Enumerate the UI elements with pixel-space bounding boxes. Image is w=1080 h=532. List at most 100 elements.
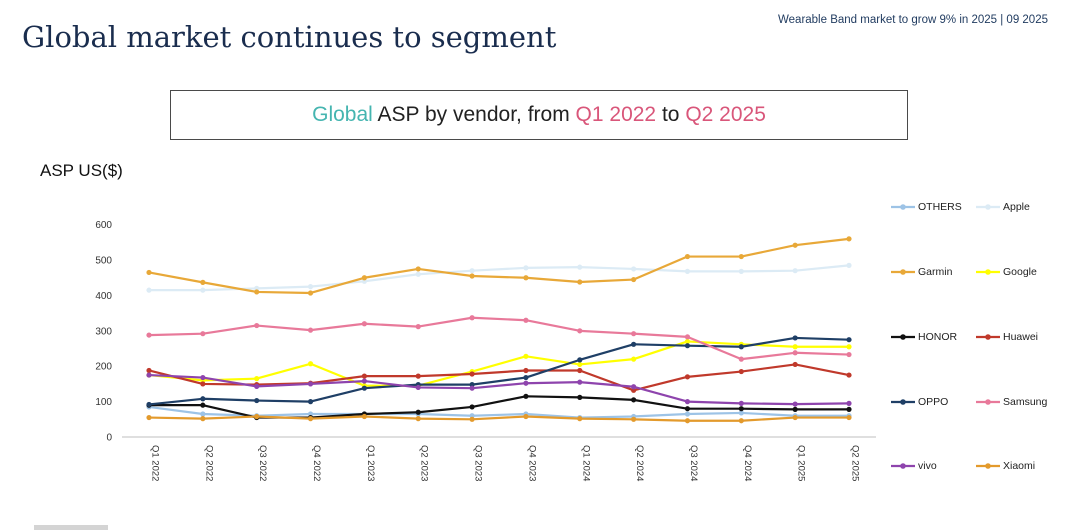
- data-point-google: [684, 338, 691, 345]
- data-point-apple: [200, 287, 206, 293]
- report-subtitle: Wearable Band market to grow 9% in 2025 …: [778, 14, 1048, 26]
- data-point-apple: [631, 266, 637, 272]
- x-tick-label: Q3 2023: [473, 445, 484, 481]
- legend-swatch: [976, 399, 1000, 405]
- data-point-vivo: [577, 379, 583, 385]
- legend-item-others: OTHERS: [890, 200, 962, 214]
- data-point-samsung: [846, 351, 852, 358]
- legend-label: Garmin: [918, 266, 953, 278]
- legend-item-huawei: Huawei: [975, 330, 1038, 344]
- chart-title-part: to: [656, 103, 686, 126]
- data-point-xiaomi: [684, 418, 691, 424]
- data-point-honor: [469, 404, 475, 410]
- data-point-apple: [469, 268, 475, 274]
- legend-label: OTHERS: [918, 201, 962, 213]
- data-point-garmin: [307, 290, 314, 296]
- data-point-garmin: [146, 269, 152, 276]
- legend-swatch: [891, 399, 915, 405]
- series-line-samsung: [148, 316, 850, 361]
- legend-label: vivo: [918, 460, 937, 472]
- data-point-oppo: [684, 343, 691, 349]
- x-tick-label: Q2 2024: [634, 445, 645, 481]
- data-point-oppo: [846, 337, 852, 343]
- data-point-xiaomi: [254, 413, 260, 420]
- chart-title-box: Global ASP by vendor, from Q1 2022 to Q2…: [170, 90, 908, 140]
- data-point-vivo: [415, 384, 421, 391]
- legend-swatch: [976, 204, 1000, 210]
- data-point-google: [846, 344, 852, 350]
- data-point-samsung: [577, 328, 583, 334]
- data-point-oppo: [523, 374, 529, 381]
- data-point-huawei: [738, 368, 744, 375]
- data-point-xiaomi: [738, 418, 744, 424]
- series-line-garmin: [148, 237, 850, 295]
- x-tick-label: Q1 2022: [150, 445, 161, 481]
- legend-label: Huawei: [1003, 331, 1039, 343]
- data-point-xiaomi: [577, 416, 583, 422]
- data-point-vivo: [523, 380, 529, 386]
- legend-label: Apple: [1003, 201, 1030, 213]
- data-point-xiaomi: [307, 416, 314, 422]
- chart-title-part: ASP by vendor, from: [372, 103, 576, 126]
- data-point-google: [577, 361, 583, 368]
- legend-label: HONOR: [918, 331, 958, 343]
- data-point-google: [523, 353, 529, 359]
- data-point-garmin: [415, 266, 421, 272]
- data-point-oppo: [254, 397, 260, 404]
- series-line-oppo: [148, 336, 850, 406]
- data-point-apple: [307, 284, 314, 290]
- data-point-samsung: [415, 324, 421, 330]
- data-point-huawei: [846, 372, 852, 378]
- legend-swatch: [976, 463, 1000, 469]
- legend-swatch: [891, 334, 915, 340]
- x-tick-label: Q4 2024: [742, 445, 753, 481]
- data-point-samsung: [307, 327, 314, 333]
- data-point-honor: [577, 394, 583, 400]
- data-point-huawei: [200, 381, 206, 387]
- data-point-garmin: [631, 276, 637, 283]
- legend-item-xiaomi: Xiaomi: [975, 459, 1035, 473]
- legend-label: Xiaomi: [1003, 460, 1036, 472]
- data-point-garmin: [523, 275, 529, 281]
- data-point-vivo: [684, 399, 691, 405]
- data-point-apple: [415, 271, 421, 277]
- data-point-samsung: [684, 334, 691, 340]
- data-point-honor: [738, 406, 744, 412]
- data-point-google: [792, 344, 798, 350]
- legend-item-samsung: Samsung: [975, 395, 1047, 409]
- data-point-vivo: [200, 374, 206, 381]
- data-point-huawei: [684, 374, 691, 380]
- series-line-apple: [149, 264, 850, 292]
- legend-label: Samsung: [1003, 396, 1048, 408]
- data-point-samsung: [254, 322, 260, 329]
- data-point-honor: [684, 406, 691, 412]
- data-point-oppo: [361, 385, 367, 391]
- legend-label: OPPO: [918, 396, 949, 408]
- data-point-others: [200, 411, 206, 417]
- data-point-google: [631, 356, 637, 362]
- data-point-xiaomi: [792, 414, 798, 421]
- data-point-vivo: [469, 385, 475, 391]
- data-point-samsung: [146, 332, 152, 338]
- data-point-apple: [684, 268, 691, 274]
- data-point-oppo: [792, 335, 798, 341]
- data-point-garmin: [738, 253, 744, 260]
- data-point-google: [307, 361, 314, 367]
- data-point-huawei: [361, 373, 367, 379]
- x-tick-label: Q4 2022: [311, 445, 322, 481]
- data-point-garmin: [684, 253, 691, 260]
- data-point-garmin: [846, 236, 852, 242]
- data-point-others: [738, 410, 744, 416]
- series-line-xiaomi: [148, 415, 849, 422]
- data-point-xiaomi: [631, 416, 637, 422]
- series-line-huawei: [148, 363, 850, 392]
- y-axis-label: ASP US($): [40, 161, 123, 180]
- data-point-garmin: [792, 242, 798, 248]
- y-tick-label: 600: [95, 220, 112, 231]
- data-point-xiaomi: [146, 414, 152, 421]
- y-tick-label: 100: [95, 397, 112, 408]
- footer-logo: [34, 525, 108, 530]
- legend-swatch: [976, 334, 1000, 340]
- data-point-honor: [792, 406, 798, 412]
